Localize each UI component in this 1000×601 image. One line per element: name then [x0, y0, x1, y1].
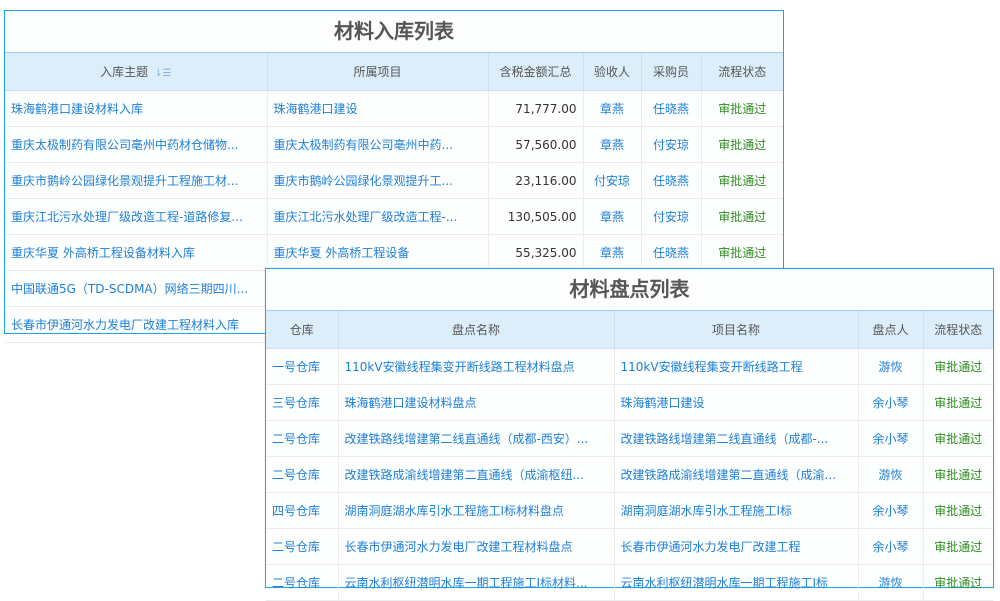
status-cell: 审批通过 — [701, 126, 783, 163]
count-name-cell[interactable]: 珠海鹤港口建设材料盘点 — [338, 384, 615, 421]
table-row[interactable]: 二号仓库 改建铁路线增建第二线直通线（成都-西安）... 改建铁路线增建第二线直通线… — [266, 420, 993, 457]
counter-cell[interactable]: 余小琴 — [858, 420, 924, 457]
col-header-amount[interactable]: 含税金额汇总 — [488, 53, 584, 91]
col-header-buyer[interactable]: 采购员 — [641, 53, 702, 91]
col-header-subject[interactable]: 入库主题 ⇂☰ — [5, 53, 268, 91]
col-header-project[interactable]: 所属项目 — [267, 53, 489, 91]
warehouse-cell[interactable]: 四号仓库 — [266, 492, 339, 529]
status-cell: 审批通过 — [923, 420, 993, 457]
col-label: 入库主题 — [100, 65, 149, 79]
inspector-cell[interactable]: 付安琼 — [583, 162, 642, 199]
counter-cell[interactable]: 余小琴 — [858, 384, 924, 421]
col-header-inspector[interactable]: 验收人 — [583, 53, 642, 91]
count-name-cell[interactable]: 110kV安徽线程集变开断线路工程材料盘点 — [338, 348, 615, 385]
project-name-cell[interactable]: 长春市伊通河水力发电厂改建工程 — [614, 528, 859, 565]
table-row[interactable]: 重庆江北污水处理厂级改造工程-道路修复... 重庆江北污水处理厂级改造工程-...… — [5, 198, 783, 235]
status-cell: 审批通过 — [701, 234, 783, 271]
counter-cell[interactable]: 游恢 — [858, 564, 924, 601]
project-cell[interactable]: 重庆华夏 外高桥工程设备 — [267, 234, 489, 271]
table-row[interactable]: 二号仓库 云南水利枢纽潜明水库一期工程施工I标材料... 云南水利枢纽潜明水库一期工… — [266, 564, 993, 601]
table-row[interactable]: 重庆太极制药有限公司亳州中药材仓储物... 重庆太极制药有限公司亳州中药... 57… — [5, 126, 783, 163]
subject-cell[interactable]: 重庆江北污水处理厂级改造工程-道路修复... — [5, 198, 268, 235]
buyer-cell[interactable]: 付安琼 — [641, 126, 702, 163]
amount-cell: 57,560.00 — [488, 126, 584, 163]
table-row[interactable]: 三号仓库 珠海鹤港口建设材料盘点 珠海鹤港口建设 余小琴 审批通过 — [266, 384, 993, 421]
count-name-cell[interactable]: 长春市伊通河水力发电厂改建工程材料盘点 — [338, 528, 615, 565]
project-name-cell[interactable]: 110kV安徽线程集变开断线路工程 — [614, 348, 859, 385]
amount-cell: 130,505.00 — [488, 198, 584, 235]
counter-cell[interactable]: 游恢 — [858, 348, 924, 385]
warehouse-cell[interactable]: 二号仓库 — [266, 420, 339, 457]
inventory-title: 材料盘点列表 — [266, 269, 993, 311]
subject-cell[interactable]: 重庆市鹅岭公园绿化景观提升工程施工材... — [5, 162, 268, 199]
col-header-project-name[interactable]: 项目名称 — [614, 311, 859, 349]
table-row[interactable]: 四号仓库 湖南洞庭湖水库引水工程施工I标材料盘点 湖南洞庭湖水库引水工程施工I标 余小… — [266, 492, 993, 529]
status-cell: 审批通过 — [701, 198, 783, 235]
col-header-warehouse[interactable]: 仓库 — [266, 311, 339, 349]
inventory-list-panel: 材料盘点列表 仓库 盘点名称 项目名称 盘点人 流程状态 一号仓库 110kV安徽… — [265, 268, 994, 601]
project-name-cell[interactable]: 云南水利枢纽潜明水库一期工程施工I标 — [614, 564, 859, 601]
status-cell: 审批通过 — [923, 456, 993, 493]
table-row[interactable]: 重庆华夏 外高桥工程设备材料入库 重庆华夏 外高桥工程设备 55,325.00 章燕任… — [5, 234, 783, 271]
col-header-status[interactable]: 流程状态 — [701, 53, 783, 91]
buyer-cell[interactable]: 付安琼 — [641, 198, 702, 235]
table-row[interactable]: 二号仓库 改建铁路成渝线增建第二直通线（成渝枢纽... 改建铁路成渝线增建第二直通线… — [266, 456, 993, 493]
table-row[interactable]: 一号仓库 110kV安徽线程集变开断线路工程材料盘点 110kV安徽线程集变开断线路… — [266, 348, 993, 385]
project-name-cell[interactable]: 珠海鹤港口建设 — [614, 384, 859, 421]
count-name-cell[interactable]: 改建铁路成渝线增建第二直通线（成渝枢纽... — [338, 456, 615, 493]
inspector-cell[interactable]: 章燕 — [583, 90, 642, 127]
buyer-cell[interactable]: 任晓燕 — [641, 162, 702, 199]
sort-icon[interactable]: ⇂☰ — [154, 68, 172, 79]
subject-cell[interactable]: 重庆华夏 外高桥工程设备材料入库 — [5, 234, 268, 271]
counter-cell[interactable]: 余小琴 — [858, 528, 924, 565]
status-cell: 审批通过 — [923, 492, 993, 529]
amount-cell: 55,325.00 — [488, 234, 584, 271]
counter-cell[interactable]: 游恢 — [858, 456, 924, 493]
status-cell: 审批通过 — [701, 162, 783, 199]
status-cell: 审批通过 — [701, 90, 783, 127]
buyer-cell[interactable]: 任晓燕 — [641, 90, 702, 127]
project-cell[interactable]: 重庆江北污水处理厂级改造工程-... — [267, 198, 489, 235]
table-row[interactable]: 重庆市鹅岭公园绿化景观提升工程施工材... 重庆市鹅岭公园绿化景观提升工... 23… — [5, 162, 783, 199]
inspector-cell[interactable]: 章燕 — [583, 198, 642, 235]
amount-cell: 23,116.00 — [488, 162, 584, 199]
status-cell: 审批通过 — [923, 384, 993, 421]
table-row[interactable]: 二号仓库 长春市伊通河水力发电厂改建工程材料盘点 长春市伊通河水力发电厂改建工程 余小… — [266, 528, 993, 565]
project-name-cell[interactable]: 改建铁路成渝线增建第二直通线（成渝... — [614, 456, 859, 493]
status-cell: 审批通过 — [923, 528, 993, 565]
subject-cell[interactable]: 珠海鹤港口建设材料入库 — [5, 90, 268, 127]
col-header-status[interactable]: 流程状态 — [923, 311, 993, 349]
amount-cell: 71,777.00 — [488, 90, 584, 127]
col-header-counter[interactable]: 盘点人 — [858, 311, 924, 349]
buyer-cell[interactable]: 任晓燕 — [641, 234, 702, 271]
count-name-cell[interactable]: 湖南洞庭湖水库引水工程施工I标材料盘点 — [338, 492, 615, 529]
table-row[interactable]: 珠海鹤港口建设材料入库 珠海鹤港口建设 71,777.00 章燕 任晓燕 审批通过 — [5, 90, 783, 127]
project-name-cell[interactable]: 改建铁路线增建第二线直通线（成都-... — [614, 420, 859, 457]
counter-cell[interactable]: 余小琴 — [858, 492, 924, 529]
inspector-cell[interactable]: 章燕 — [583, 234, 642, 271]
warehouse-cell[interactable]: 二号仓库 — [266, 456, 339, 493]
inspector-cell[interactable]: 章燕 — [583, 126, 642, 163]
status-cell: 审批通过 — [923, 348, 993, 385]
project-cell[interactable]: 珠海鹤港口建设 — [267, 90, 489, 127]
warehouse-cell[interactable]: 一号仓库 — [266, 348, 339, 385]
subject-cell[interactable]: 长春市伊通河水力发电厂改建工程材料入库 — [5, 306, 268, 343]
warehouse-cell[interactable]: 二号仓库 — [266, 564, 339, 601]
warehouse-cell[interactable]: 二号仓库 — [266, 528, 339, 565]
project-cell[interactable]: 重庆市鹅岭公园绿化景观提升工... — [267, 162, 489, 199]
warehouse-cell[interactable]: 三号仓库 — [266, 384, 339, 421]
status-cell: 审批通过 — [923, 564, 993, 601]
inventory-table: 仓库 盘点名称 项目名称 盘点人 流程状态 一号仓库 110kV安徽线程集变开断线… — [266, 311, 993, 601]
count-name-cell[interactable]: 云南水利枢纽潜明水库一期工程施工I标材料... — [338, 564, 615, 601]
subject-cell[interactable]: 重庆太极制药有限公司亳州中药材仓储物... — [5, 126, 268, 163]
project-cell[interactable]: 重庆太极制药有限公司亳州中药... — [267, 126, 489, 163]
inbound-title: 材料入库列表 — [5, 11, 783, 53]
count-name-cell[interactable]: 改建铁路线增建第二线直通线（成都-西安）... — [338, 420, 615, 457]
col-header-count-name[interactable]: 盘点名称 — [338, 311, 615, 349]
subject-cell[interactable]: 中国联通5G（TD-SCDMA）网络三期四川... — [5, 270, 268, 307]
project-name-cell[interactable]: 湖南洞庭湖水库引水工程施工I标 — [614, 492, 859, 529]
